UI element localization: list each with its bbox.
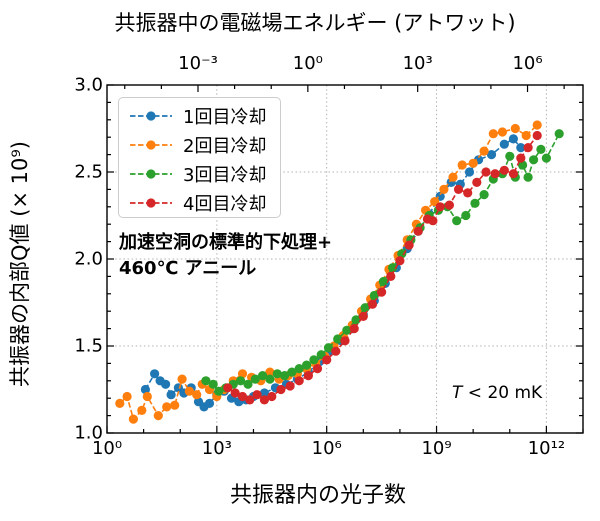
legend-marker-icon: [130, 110, 172, 121]
y-tick-label: 2.5: [74, 161, 103, 183]
legend-item-2: 2回目冷却: [128, 130, 280, 159]
y-axis-label: 共振器の内部Q値 (× 10⁹): [8, 140, 32, 388]
top-axis-title: 共振器中の電磁場エネルギー (アトワット): [114, 11, 516, 35]
annotation-temperature: T < 20 mK: [452, 383, 542, 403]
legend-label: 3回目冷却: [183, 164, 267, 186]
temperature-variable: T: [452, 383, 463, 403]
legend-label: 2回目冷却: [183, 135, 267, 157]
x-tick-label: 10⁰: [91, 438, 123, 459]
y-tick-label: 3.0: [74, 74, 103, 96]
legend-marker-icon: [130, 168, 172, 179]
x-tick-label: 10¹²: [527, 438, 566, 459]
annotation-treatment-line1: 加速空洞の標準的下処理+: [119, 232, 333, 253]
x-tick-label: 10⁶: [311, 438, 342, 459]
legend-label: 1回目冷却: [183, 106, 267, 128]
x-tick-label: 10³: [201, 438, 232, 459]
top-tick-label: 10⁰: [292, 53, 323, 74]
legend-item-3: 3回目冷却: [128, 159, 280, 188]
x-axis-label: 共振器内の光子数: [229, 483, 406, 508]
y-tick-label: 1.5: [74, 335, 103, 357]
temperature-value: < 20 mK: [462, 383, 543, 403]
top-tick-label: 10⁻³: [178, 53, 218, 74]
x-tick-label: 10⁹: [421, 438, 452, 459]
legend-item-4: 4回目冷却: [128, 188, 280, 217]
legend-marker-icon: [130, 197, 172, 208]
annotation-treatment: 加速空洞の標準的下処理+ 460℃ アニール: [119, 230, 332, 282]
y-tick-label: 1.0: [74, 422, 103, 444]
y-tick-label: 2.0: [74, 248, 103, 270]
top-tick-label: 10⁶: [512, 53, 543, 74]
top-tick-label: 10³: [402, 53, 433, 74]
legend-item-1: 1回目冷却: [128, 101, 280, 130]
legend: 1回目冷却 2回目冷却 3回目冷却 4回目冷却: [118, 97, 281, 218]
legend-marker-icon: [130, 139, 172, 150]
legend-label: 4回目冷却: [183, 193, 267, 215]
annotation-treatment-line2: 460℃ アニール: [119, 258, 257, 279]
